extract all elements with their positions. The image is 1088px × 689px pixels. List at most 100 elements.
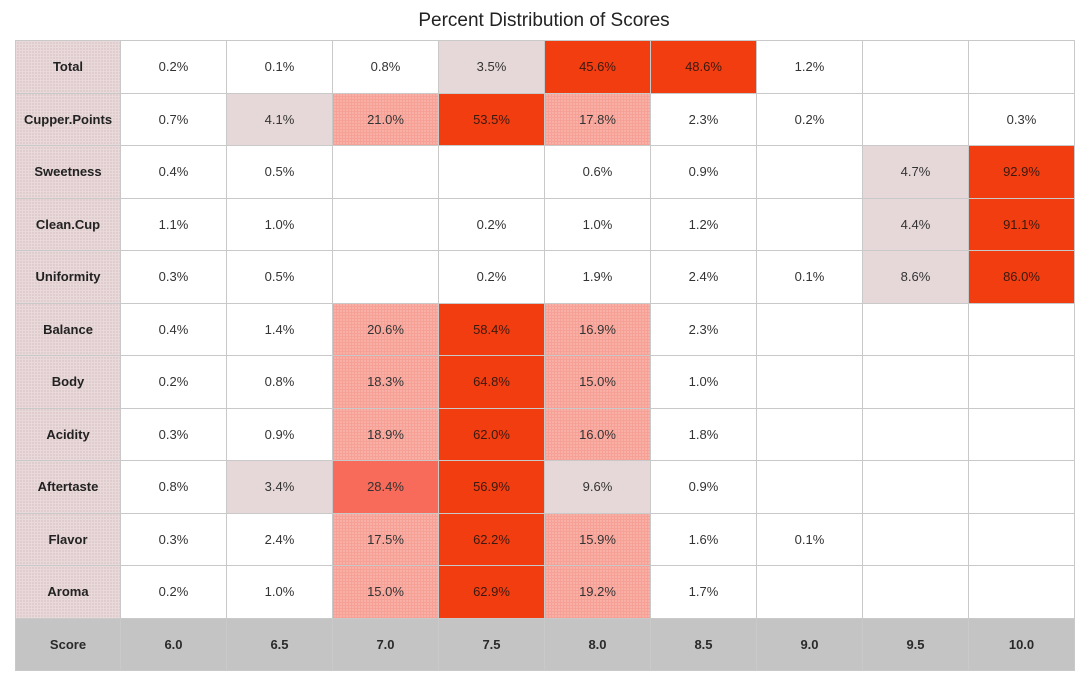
heatmap-cell [968,302,1075,356]
heatmap-cell [438,145,545,199]
heatmap-cell [756,302,863,356]
heatmap-cell: 64.8% [438,355,545,409]
heatmap-cell: 9.6% [544,460,651,514]
heatmap-cell [756,355,863,409]
heatmap-cell: 18.3% [332,355,439,409]
heatmap-row: Flavor 0.3% 2.4% 17.5% 62.2% 15.9% 1.6% 0.1% [15,512,1075,566]
heatmap-cell: 91.1% [968,197,1075,251]
heatmap-cell: 53.5% [438,92,545,146]
heatmap-cell: 0.2% [438,197,545,251]
heatmap-cell [862,355,969,409]
heatmap-cell: 62.9% [438,565,545,619]
chart-title: Percent Distribution of Scores [418,10,670,31]
heatmap-row: Acidity 0.3% 0.9% 18.9% 62.0% 16.0% 1.8% [15,407,1075,461]
heatmap-cell: 0.1% [756,512,863,566]
heatmap-row: Aroma 0.2% 1.0% 15.0% 62.9% 19.2% 1.7% [15,565,1075,619]
heatmap-row: Cupper.Points 0.7% 4.1% 21.0% 53.5% 17.8% 2.3%… [15,92,1075,146]
heatmap-cell: 62.2% [438,512,545,566]
heatmap-cell: 0.8% [332,40,439,94]
heatmap-cell: 1.7% [650,565,757,619]
heatmap-cell: 1.8% [650,407,757,461]
heatmap-cell [756,565,863,619]
heatmap-cell: 0.1% [756,250,863,304]
score-tick-label: 9.0 [756,617,863,671]
heatmap-cell: 0.3% [120,512,227,566]
row-label: Clean.Cup [15,197,121,251]
heatmap-cell: 18.9% [332,407,439,461]
heatmap-cell: 0.5% [226,250,333,304]
heatmap-cell [968,355,1075,409]
heatmap-cell: 0.4% [120,302,227,356]
heatmap-cell [862,92,969,146]
heatmap-cell: 48.6% [650,40,757,94]
heatmap-cell: 1.9% [544,250,651,304]
row-label: Uniformity [15,250,121,304]
heatmap-cell: 16.0% [544,407,651,461]
heatmap-row: Body 0.2% 0.8% 18.3% 64.8% 15.0% 1.0% [15,355,1075,409]
heatmap-cell [756,407,863,461]
heatmap-cell [968,407,1075,461]
heatmap-cell [862,40,969,94]
heatmap-cell: 0.8% [226,355,333,409]
heatmap-cell: 1.0% [650,355,757,409]
heatmap-cell: 2.3% [650,302,757,356]
heatmap-cell: 1.0% [226,197,333,251]
heatmap-row: Sweetness 0.4% 0.5% 0.6% 0.9% 4.7% 92.9% [15,145,1075,199]
heatmap-cell: 0.2% [120,355,227,409]
heatmap-cell: 62.0% [438,407,545,461]
heatmap-cell: 58.4% [438,302,545,356]
heatmap-cell: 1.6% [650,512,757,566]
heatmap-cell: 19.2% [544,565,651,619]
score-tick-label: 6.0 [120,617,227,671]
heatmap-cell: 0.9% [650,145,757,199]
score-tick-label: 8.0 [544,617,651,671]
row-label: Flavor [15,512,121,566]
score-axis-row: Score 6.0 6.5 7.0 7.5 8.0 8.5 9.0 9.5 10.0 [15,617,1075,671]
heatmap-table: Total 0.2% 0.1% 0.8% 3.5% 45.6% 48.6% 1.2% Cuppe… [15,40,1075,671]
heatmap-cell: 1.2% [756,40,863,94]
heatmap-cell [968,512,1075,566]
heatmap-cell: 1.0% [544,197,651,251]
row-label: Body [15,355,121,409]
heatmap-cell: 15.9% [544,512,651,566]
heatmap-cell: 0.2% [756,92,863,146]
heatmap-cell: 1.0% [226,565,333,619]
heatmap-cell: 92.9% [968,145,1075,199]
heatmap-cell [968,565,1075,619]
score-tick-label: 10.0 [968,617,1075,671]
row-label: Sweetness [15,145,121,199]
heatmap-cell: 4.7% [862,145,969,199]
heatmap-cell [332,197,439,251]
heatmap-cell: 2.4% [650,250,757,304]
heatmap-cell: 0.3% [120,250,227,304]
heatmap-cell [968,460,1075,514]
heatmap-cell: 21.0% [332,92,439,146]
row-label: Total [15,40,121,94]
heatmap-cell: 0.3% [120,407,227,461]
score-tick-label: 7.0 [332,617,439,671]
heatmap-cell [756,145,863,199]
heatmap-cell [332,250,439,304]
heatmap-cell: 2.3% [650,92,757,146]
heatmap-cell: 0.3% [968,92,1075,146]
heatmap-cell [756,197,863,251]
heatmap-cell: 20.6% [332,302,439,356]
heatmap-cell [862,460,969,514]
heatmap-cell: 2.4% [226,512,333,566]
score-axis-label: Score [15,617,121,671]
heatmap-cell [862,565,969,619]
heatmap-cell: 0.5% [226,145,333,199]
heatmap-cell [862,512,969,566]
heatmap-cell: 0.7% [120,92,227,146]
heatmap-cell: 0.2% [120,40,227,94]
heatmap-cell: 0.1% [226,40,333,94]
row-label: Cupper.Points [15,92,121,146]
heatmap-cell: 1.2% [650,197,757,251]
heatmap-cell [332,145,439,199]
score-tick-label: 6.5 [226,617,333,671]
heatmap-cell: 15.0% [544,355,651,409]
heatmap-cell: 1.1% [120,197,227,251]
heatmap-row: Balance 0.4% 1.4% 20.6% 58.4% 16.9% 2.3% [15,302,1075,356]
heatmap-row: Aftertaste 0.8% 3.4% 28.4% 56.9% 9.6% 0.9% [15,460,1075,514]
heatmap-cell: 28.4% [332,460,439,514]
